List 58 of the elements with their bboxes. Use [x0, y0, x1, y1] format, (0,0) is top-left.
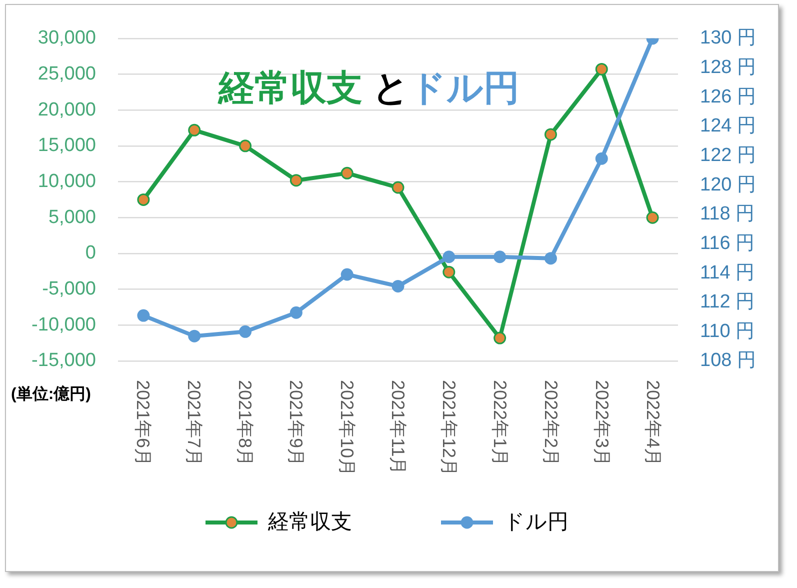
- x-tick-label: 2022年4月: [642, 380, 664, 466]
- y-tick-label: 0: [85, 242, 96, 264]
- text: (単位:億円): [11, 384, 91, 405]
- point: [137, 309, 150, 322]
- point: [340, 268, 354, 281]
- x-tick-label: 2021年10月: [336, 380, 358, 476]
- y2-tick-label: 120 円: [700, 174, 756, 196]
- point: [646, 211, 659, 224]
- y2-tick-label: 122 円: [700, 144, 756, 166]
- y-tick-label: -10,000: [32, 314, 96, 336]
- y2-tick-label: 116 円: [700, 232, 755, 254]
- y2-tick-label: 114 円: [700, 262, 755, 284]
- y-tick-label: 25,000: [38, 63, 96, 84]
- y2-tick-label: 124 円: [700, 116, 756, 137]
- point: [137, 193, 150, 206]
- point: [239, 140, 252, 152]
- x-tick-label: 2021年8月: [234, 380, 256, 466]
- x-tick-label: 2022年1月: [488, 380, 511, 466]
- x-tick-label: 2022年3月: [590, 380, 613, 466]
- legend-label: 経常収支: [267, 510, 352, 534]
- y-tick-label: 10,000: [38, 171, 96, 192]
- y-tick-label: 15,000: [38, 135, 96, 156]
- x-tick-label: 2021年7月: [183, 380, 206, 466]
- y2-tick-label: 126 円: [700, 86, 756, 108]
- y2-tick-label: 128 円: [700, 56, 756, 78]
- y2-tick-label: 110 円: [700, 320, 755, 342]
- point: [494, 332, 506, 344]
- point: [392, 181, 404, 194]
- y2-tick-label: 108 円: [700, 350, 756, 372]
- legend-label: ドル円: [504, 510, 568, 534]
- point: [595, 62, 608, 76]
- x-tick-label: 2021年12月: [438, 380, 460, 476]
- y-tick-label: 5,000: [48, 206, 96, 228]
- point: [392, 280, 404, 292]
- y2-tick-label: 118 円: [700, 204, 755, 225]
- point: [188, 124, 201, 136]
- x-tick-label: 2022年2月: [540, 380, 562, 466]
- point: [442, 250, 456, 264]
- point: [290, 174, 302, 187]
- point: [188, 330, 201, 342]
- y-tick-label: 30,000: [38, 28, 96, 49]
- x-tick-label: 2021年9月: [285, 380, 308, 466]
- y2-tick-label: 112 円: [700, 292, 755, 313]
- point: [544, 252, 557, 265]
- y-tick-label: -15,000: [32, 350, 96, 372]
- point: [544, 128, 557, 141]
- point: [442, 266, 456, 278]
- point: [340, 166, 354, 180]
- point: [494, 250, 506, 264]
- x-tick-label: 2021年11月: [387, 380, 409, 475]
- point: [595, 152, 608, 165]
- y-tick-label: -5,000: [42, 278, 96, 300]
- y-tick-label: 20,000: [38, 99, 96, 120]
- point: [290, 306, 302, 319]
- x-tick-label: 2021年6月: [132, 380, 154, 466]
- y2-tick-label: 130 円: [700, 28, 756, 49]
- text: 経常収支 とドル円: [218, 67, 520, 108]
- point: [239, 325, 252, 338]
